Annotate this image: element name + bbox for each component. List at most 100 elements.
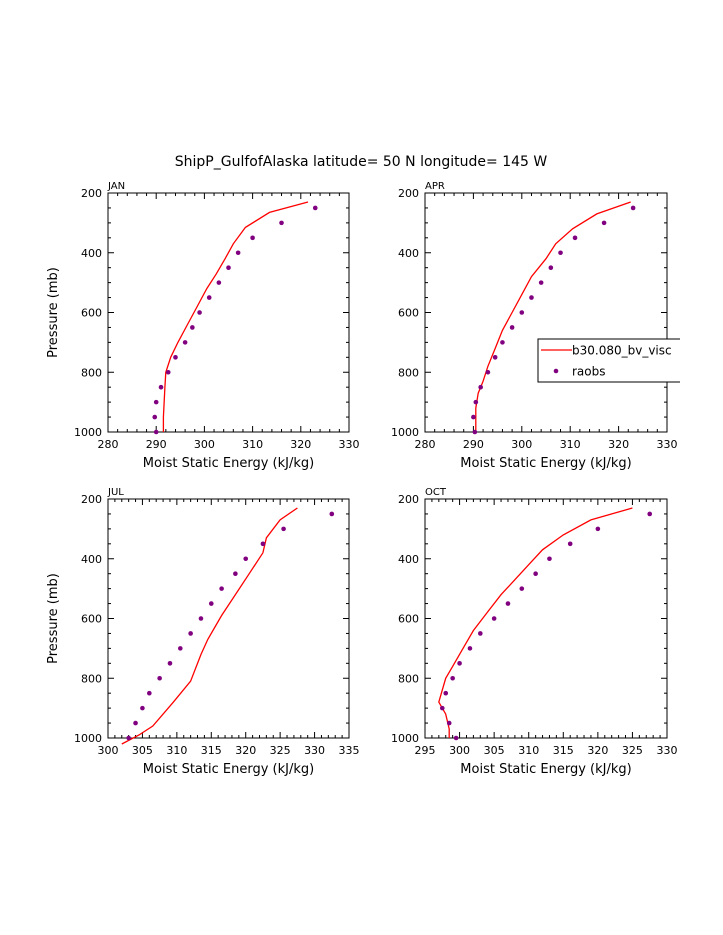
obs-point-oct <box>439 705 445 711</box>
plot-frame-apr <box>424 192 668 433</box>
y-tick-label-jul: 800 <box>81 672 102 685</box>
legend-model-label: b30.080_bv_visc <box>572 344 672 358</box>
y-tick-label-jan: 400 <box>81 247 102 260</box>
obs-point-apr <box>558 250 563 256</box>
y-tick-label-oct: 1000 <box>391 732 419 745</box>
y-tick-label-apr: 800 <box>398 366 419 379</box>
x-tick-label-jul: 310 <box>166 744 187 757</box>
model-line-jan <box>162 201 309 432</box>
obs-point-apr <box>548 265 554 270</box>
obs-point-apr <box>509 325 515 330</box>
y-tick-label-jul: 400 <box>81 553 102 566</box>
legend-obs-marker <box>553 368 559 374</box>
x-tick-label-jul: 315 <box>201 744 222 757</box>
panel-label-jul: JUL <box>107 487 124 498</box>
model-line-jul <box>121 507 298 745</box>
y-tick-label-oct: 600 <box>398 613 419 626</box>
obs-point-jul <box>147 690 152 696</box>
obs-point-apr <box>478 384 483 390</box>
obs-point-apr <box>492 355 498 360</box>
obs-point-jan <box>158 384 164 390</box>
obs-point-apr <box>630 205 636 211</box>
obs-point-jan <box>235 250 241 256</box>
obs-point-apr <box>473 399 479 405</box>
x-axis-label-oct: Moist Static Energy (kJ/kg) <box>460 762 631 777</box>
panel-oct: OCT 295 300 305 310 315 320 325 330 200 400 600 800 1… <box>391 487 678 777</box>
x-tick-label-jan: 290 <box>146 438 167 451</box>
y-tick-label-apr: 400 <box>398 247 419 260</box>
obs-point-jul <box>208 601 214 606</box>
obs-point-jan <box>153 429 159 435</box>
obs-point-jul <box>126 735 131 741</box>
y-axis-label-jul: Pressure (mb) <box>46 573 61 664</box>
obs-point-jul <box>329 511 335 517</box>
obs-point-jan <box>182 340 188 345</box>
obs-point-jul <box>198 616 204 621</box>
obs-point-jan <box>165 369 171 375</box>
y-tick-label-apr: 200 <box>398 187 419 200</box>
panel-label-apr: APR <box>425 181 445 192</box>
panel-jul: JUL 300 305 310 315 320 325 330 335 200 400 600 800 1… <box>46 487 360 777</box>
obs-point-jul <box>140 705 145 711</box>
x-tick-label-oct: 300 <box>449 744 470 757</box>
x-tick-label-oct: 330 <box>657 744 678 757</box>
x-tick-label-jul: 335 <box>339 744 360 757</box>
y-tick-label-apr: 600 <box>398 307 419 320</box>
obs-point-jul <box>157 675 162 681</box>
x-tick-label-apr: 280 <box>415 438 436 451</box>
obs-point-jan <box>226 265 231 270</box>
model-line-apr <box>475 201 631 432</box>
x-tick-label-oct: 305 <box>484 744 505 757</box>
x-axis-label-jul: Moist Static Energy (kJ/kg) <box>143 762 314 777</box>
obs-point-oct <box>505 601 511 606</box>
plot-frame-oct <box>424 498 668 739</box>
x-tick-label-jan: 280 <box>98 438 119 451</box>
panels: JAN 280 290 300 310 320 330 200 400 600 800 1000 Moi… <box>46 181 678 777</box>
obs-point-apr <box>538 280 544 285</box>
x-axis-label-jan: Moist Static Energy (kJ/kg) <box>143 456 314 471</box>
y-tick-label-jan: 200 <box>81 187 102 200</box>
obs-point-apr <box>572 235 578 241</box>
obs-point-jan <box>190 325 195 330</box>
x-tick-label-jan: 330 <box>339 438 360 451</box>
x-tick-label-jul: 300 <box>98 744 119 757</box>
obs-point-jul <box>178 646 183 651</box>
obs-point-jan <box>250 235 255 241</box>
obs-point-jul <box>167 661 173 666</box>
x-tick-label-jul: 325 <box>270 744 291 757</box>
x-tick-label-apr: 330 <box>657 438 678 451</box>
figure-title: ShipP_GulfofAlaska latitude= 50 N longit… <box>175 154 548 170</box>
y-tick-label-oct: 400 <box>398 553 419 566</box>
x-tick-label-jan: 310 <box>242 438 263 451</box>
obs-point-oct <box>446 720 452 726</box>
panel-label-oct: OCT <box>425 487 447 498</box>
y-tick-label-oct: 800 <box>398 672 419 685</box>
x-tick-label-apr: 300 <box>511 438 532 451</box>
obs-point-jan <box>153 399 159 405</box>
obs-point-jan <box>312 205 318 211</box>
y-tick-label-jul: 1000 <box>74 732 102 745</box>
x-tick-label-oct: 320 <box>587 744 608 757</box>
x-tick-label-jul: 305 <box>132 744 153 757</box>
obs-point-jul <box>219 586 224 591</box>
x-axis-label-apr: Moist Static Energy (kJ/kg) <box>460 456 631 471</box>
obs-point-oct <box>547 556 552 562</box>
obs-point-oct <box>450 675 455 681</box>
obs-point-oct <box>533 571 538 576</box>
y-tick-label-apr: 1000 <box>391 426 419 439</box>
y-tick-label-jan: 600 <box>81 307 102 320</box>
obs-point-jul <box>188 631 193 636</box>
obs-point-oct <box>478 631 483 636</box>
y-tick-label-oct: 200 <box>398 493 419 506</box>
obs-point-apr <box>485 369 491 375</box>
obs-point-oct <box>595 526 601 532</box>
x-tick-label-apr: 320 <box>608 438 629 451</box>
x-tick-label-jul: 330 <box>304 744 325 757</box>
obs-point-oct <box>453 735 459 741</box>
y-tick-label-jul: 600 <box>81 613 102 626</box>
obs-point-jan <box>206 295 212 300</box>
y-tick-label-jan: 800 <box>81 366 102 379</box>
plot-frame-jul <box>107 498 350 739</box>
x-tick-label-jan: 320 <box>290 438 311 451</box>
